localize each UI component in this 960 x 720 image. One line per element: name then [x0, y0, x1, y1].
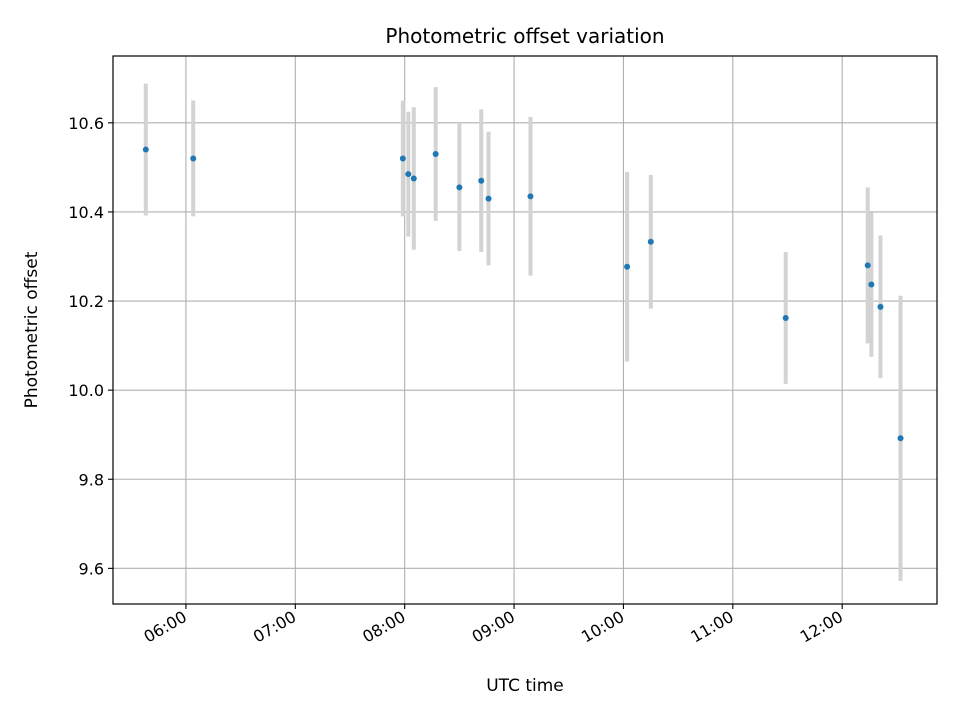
data-point [782, 314, 789, 321]
x-axis-title: UTC time [486, 676, 564, 696]
data-point [877, 303, 884, 310]
data-point [897, 435, 904, 442]
y-axis-title: Photometric offset [22, 251, 42, 408]
data-point [399, 155, 406, 162]
data-point [410, 175, 417, 182]
data-point [190, 155, 197, 162]
data-point [527, 193, 534, 200]
data-points [142, 146, 904, 442]
chart-title: Photometric offset variation [385, 24, 664, 48]
y-tick-label: 10.0 [68, 381, 104, 400]
data-point [864, 262, 871, 269]
data-point [485, 195, 492, 202]
y-axis: 9.6 9.8 10.0 10.2 10.4 10.6 [68, 114, 113, 578]
y-tick-label: 10.6 [68, 114, 104, 133]
y-tick-label: 9.6 [79, 559, 104, 578]
data-point [405, 171, 412, 178]
y-tick-label: 10.2 [68, 292, 104, 311]
data-point [647, 238, 654, 245]
y-tick-label: 9.8 [79, 470, 104, 489]
data-point [478, 177, 485, 184]
data-point [624, 263, 631, 270]
data-point [456, 184, 463, 191]
data-point [868, 281, 875, 288]
data-point [432, 151, 439, 158]
data-point [142, 146, 149, 153]
plot-frame [112, 55, 938, 605]
y-tick-label: 10.4 [68, 203, 104, 222]
